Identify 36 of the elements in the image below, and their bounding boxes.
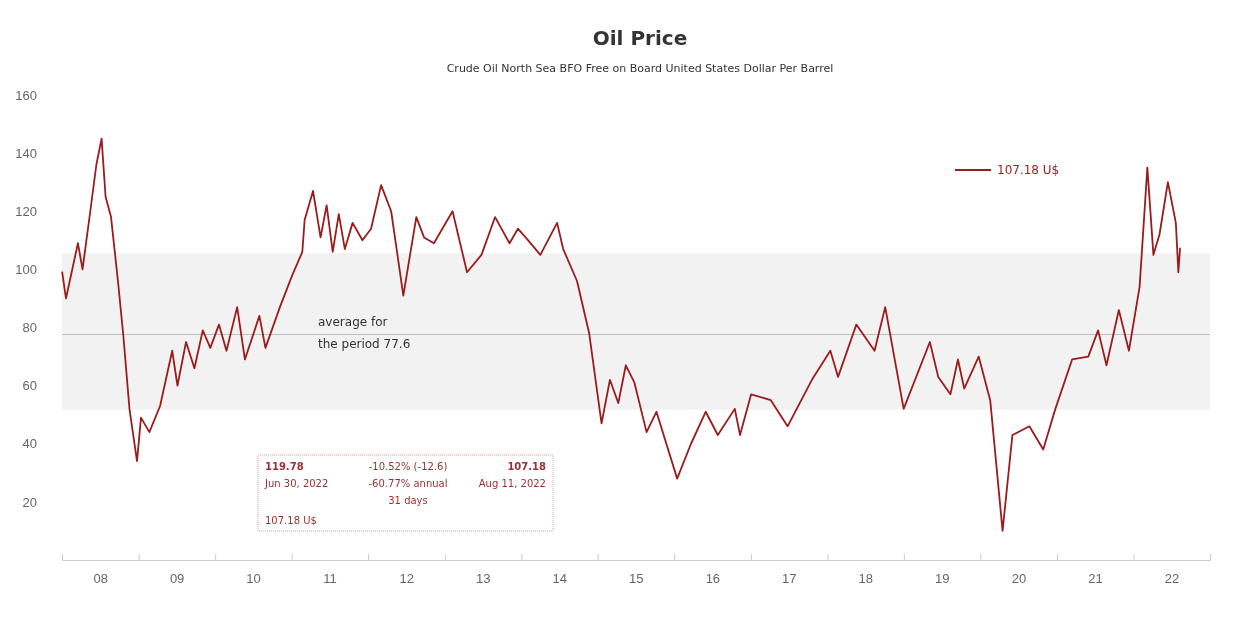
x-tick-label: 19 <box>935 571 950 587</box>
y-tick-label: 20 <box>22 494 37 510</box>
x-tick-label: 15 <box>628 571 644 587</box>
x-tick-label: 17 <box>782 571 797 587</box>
ref-line-label: average for the period 77.6 <box>318 315 411 352</box>
x-tick-label: 21 <box>1088 571 1103 587</box>
x-tick-label: 12 <box>399 571 414 587</box>
legend-label: 107.18 U$ <box>997 163 1060 177</box>
annotation: 107.18 U$ <box>265 515 317 526</box>
annotation: 119.78 <box>265 461 304 472</box>
chart-subtitle: Crude Oil North Sea BFO Free on Board United States Dollar Per Barrel <box>446 62 834 75</box>
y-tick-label: 140 <box>15 145 37 161</box>
y-tick-label: 60 <box>22 378 37 394</box>
y-tick-label: 120 <box>15 203 37 219</box>
y-tick-label: 160 <box>15 87 37 103</box>
annotation: Aug 11, 2022 <box>478 478 546 489</box>
annotation: -10.52% (-12.6) <box>368 461 448 472</box>
chart-title: Oil Price <box>592 26 688 50</box>
y-tick-label: 80 <box>22 320 37 336</box>
x-tick-label: 09 <box>169 571 185 587</box>
line-series <box>61 137 1181 532</box>
y-tick-label: 100 <box>15 262 37 278</box>
y-tick-label: 40 <box>22 436 37 452</box>
x-tick-label: 11 <box>323 571 337 587</box>
x-tick-label: 10 <box>246 571 261 587</box>
x-tick-label: 13 <box>476 571 491 587</box>
x-tick-label: 16 <box>705 571 721 587</box>
x-tick-label: 18 <box>858 571 874 587</box>
x-tick-label: 14 <box>552 571 567 587</box>
annotation: 31 days <box>388 495 428 506</box>
x-tick-label: 08 <box>93 571 108 587</box>
annotation: 107.18 <box>507 461 547 472</box>
x-tick-label: 22 <box>1164 571 1180 587</box>
annotation: -60.77% annual <box>368 478 448 489</box>
x-tick-label: 20 <box>1011 571 1027 587</box>
annotation: Jun 30, 2022 <box>264 478 329 489</box>
